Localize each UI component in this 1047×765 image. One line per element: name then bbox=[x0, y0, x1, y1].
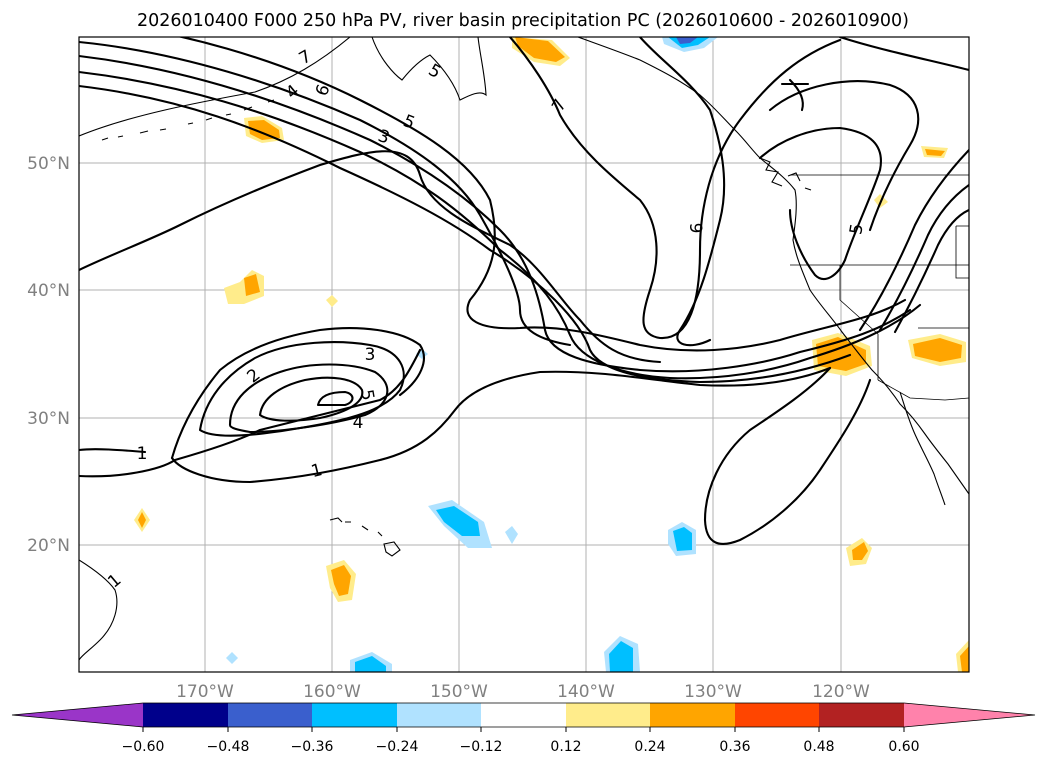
precip-patch bbox=[505, 526, 518, 544]
contour-label: 3 bbox=[365, 345, 376, 365]
pv-contour-east-3 bbox=[893, 208, 969, 334]
coastline-hawaii bbox=[329, 517, 401, 557]
pv-contour-1-west bbox=[79, 348, 422, 478]
pv-contour-ridge-2 bbox=[768, 80, 920, 232]
colorbar-label: −0.24 bbox=[376, 739, 419, 755]
contour-label: 9 bbox=[685, 223, 705, 234]
lon-label: 150°W bbox=[430, 682, 488, 702]
colorbar-segment bbox=[650, 703, 735, 727]
pv-contour-ridge-1 bbox=[758, 126, 882, 281]
colorbar-labels: −0.60 −0.48 −0.36 −0.24 −0.12 0.12 0.24 … bbox=[122, 739, 920, 755]
precip-patch bbox=[515, 37, 565, 62]
pv-contours bbox=[79, 37, 969, 545]
colorbar-extend-right bbox=[904, 703, 1035, 727]
pv-contour-ridge-3 bbox=[838, 37, 969, 72]
colorbar-label: −0.36 bbox=[291, 739, 334, 755]
precip-patch bbox=[913, 338, 962, 362]
precip-patch bbox=[852, 542, 868, 560]
pv-contour-upper-1 bbox=[177, 37, 907, 352]
colorbar-segment bbox=[481, 703, 566, 727]
colorbar-label: 0.60 bbox=[888, 739, 919, 755]
pv-contour-east-1 bbox=[858, 148, 969, 332]
precip-patch bbox=[960, 646, 969, 672]
contour-label: 1 bbox=[137, 444, 148, 464]
lon-label: 140°W bbox=[557, 682, 615, 702]
precip-patch bbox=[609, 641, 633, 672]
coastline-west bbox=[79, 559, 118, 661]
map-frame bbox=[78, 36, 970, 673]
contour-label: 1 bbox=[309, 460, 324, 482]
pv-contour-4 bbox=[258, 376, 364, 422]
colorbar-extend-left bbox=[12, 703, 143, 727]
colorbar-label: 0.12 bbox=[550, 739, 581, 755]
colorbar-segment bbox=[735, 703, 819, 727]
colorbar-ticks bbox=[142, 727, 905, 732]
precip-patch bbox=[436, 506, 480, 536]
lat-label: 30°N bbox=[27, 409, 70, 429]
coastline-alaska bbox=[371, 37, 487, 101]
lat-label: 40°N bbox=[27, 281, 70, 301]
pv-contour-1-loop-east bbox=[703, 366, 872, 545]
pv-contour-east-2 bbox=[878, 183, 969, 332]
pv-contour-tick bbox=[780, 78, 810, 112]
colorbar-label: −0.12 bbox=[460, 739, 503, 755]
pv-contour-3 bbox=[228, 363, 389, 434]
colorbar-label: −0.60 bbox=[122, 739, 165, 755]
precip-patch bbox=[226, 652, 238, 664]
pv-contour-upper-4 bbox=[79, 70, 922, 380]
lat-label: 50°N bbox=[27, 154, 70, 174]
colorbar-segment bbox=[228, 703, 312, 727]
colorbar-label: 0.48 bbox=[803, 739, 834, 755]
colorbar-segment bbox=[143, 703, 228, 727]
pv-contour-5 bbox=[316, 390, 354, 407]
pv-contour-upper-2 bbox=[79, 40, 572, 347]
colorbar-segment bbox=[566, 703, 650, 727]
state-borders bbox=[790, 225, 969, 380]
contour-label: 4 bbox=[353, 413, 364, 433]
pv-contour-9 bbox=[638, 37, 726, 347]
longitude-labels: 170°W 160°W 150°W 140°W 130°W 120°W bbox=[176, 682, 870, 702]
pv-contour-1-ring bbox=[170, 327, 425, 460]
pv-contour-upper-5 bbox=[79, 84, 852, 384]
colorbar-segment bbox=[819, 703, 904, 727]
contour-label: 5 bbox=[846, 222, 868, 236]
map-panel: 1 1 1 2 3 3 4 5 5 5 6 7 7 9 4 5 50°N bbox=[27, 36, 970, 702]
colorbar-segment bbox=[397, 703, 481, 727]
coastline-north-america bbox=[577, 37, 969, 495]
pv-contour-upper-3 bbox=[79, 54, 912, 373]
pv-contour-1-left bbox=[79, 448, 147, 454]
precip-patches bbox=[134, 37, 969, 672]
precip-patch bbox=[138, 512, 146, 528]
pv-contour-mid bbox=[79, 150, 662, 364]
lon-label: 120°W bbox=[812, 682, 870, 702]
figure-title: 2026010400 F000 250 hPa PV, river basin … bbox=[137, 11, 909, 31]
precip-patch bbox=[326, 295, 338, 307]
border-us-mexico bbox=[877, 379, 969, 401]
colorbar: −0.60 −0.48 −0.36 −0.24 −0.12 0.12 0.24 … bbox=[11, 702, 1036, 755]
precip-patch bbox=[244, 274, 260, 296]
precip-patch bbox=[925, 149, 945, 156]
colorbar-label: −0.48 bbox=[207, 739, 250, 755]
contour-label: 5 bbox=[356, 388, 378, 402]
lat-label: 20°N bbox=[27, 536, 70, 556]
pv-contour-7 bbox=[508, 37, 842, 340]
precip-patch bbox=[248, 120, 280, 140]
pv-contour-1-south bbox=[170, 366, 832, 484]
colorbar-label: 0.24 bbox=[634, 739, 665, 755]
coastline-baja bbox=[899, 391, 946, 506]
lon-label: 130°W bbox=[684, 682, 742, 702]
latitude-labels: 50°N 40°N 30°N 20°N bbox=[27, 154, 70, 556]
lon-label: 170°W bbox=[176, 682, 234, 702]
precip-patch bbox=[355, 656, 386, 672]
lon-label: 160°W bbox=[303, 682, 361, 702]
colorbar-segment bbox=[312, 703, 397, 727]
precip-patch bbox=[676, 37, 698, 44]
precip-patch bbox=[331, 565, 351, 596]
precip-patch bbox=[673, 527, 692, 551]
colorbar-label: 0.36 bbox=[719, 739, 750, 755]
